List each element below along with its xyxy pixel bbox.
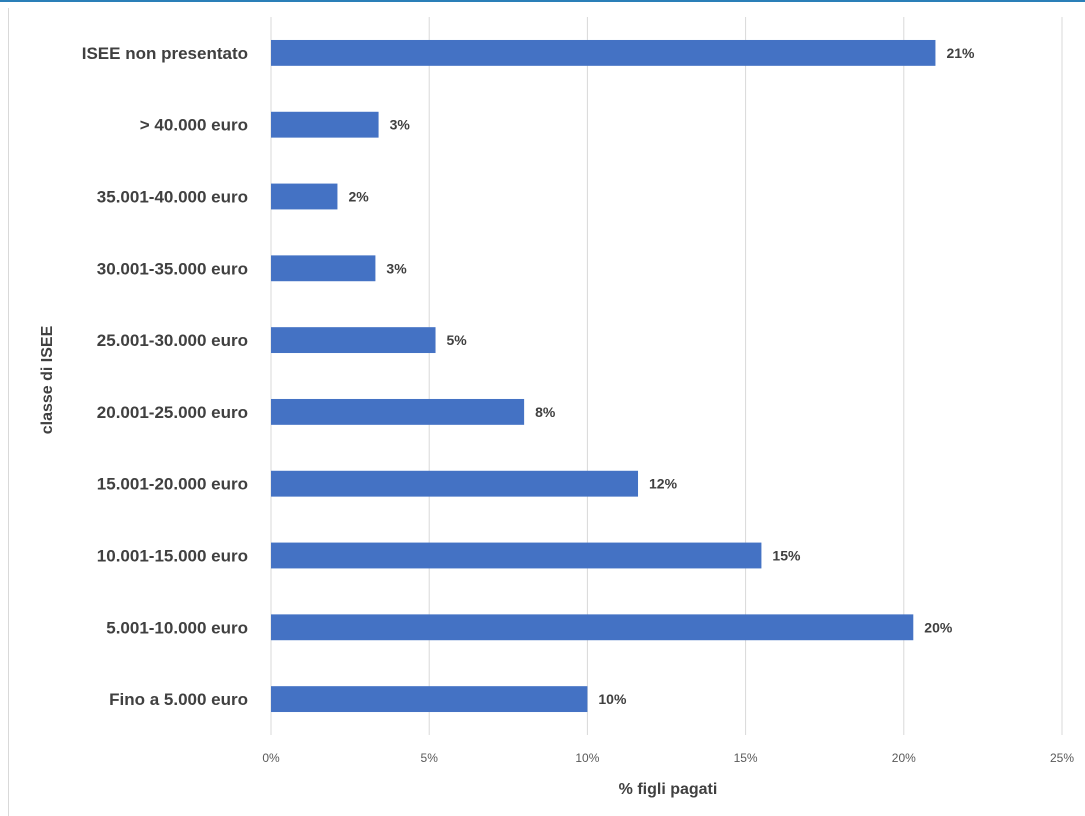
bar (271, 470, 639, 497)
bar (271, 327, 436, 354)
data-label: 10% (598, 691, 627, 707)
category-label: 15.001-20.000 euro (97, 475, 248, 494)
data-label: 12% (649, 476, 678, 492)
bar (271, 39, 936, 66)
bar (271, 614, 914, 641)
category-label: 5.001-10.000 euro (106, 618, 248, 637)
x-tick-label: 10% (575, 751, 599, 765)
bar (271, 542, 762, 569)
category-label: > 40.000 euro (140, 116, 248, 135)
x-axis-title: % figli pagati (619, 781, 718, 798)
category-label: 35.001-40.000 euro (97, 188, 248, 207)
category-label: ISEE non presentato (82, 44, 248, 63)
x-tick-label: 25% (1050, 751, 1074, 765)
bars (271, 39, 936, 713)
y-axis-title: classe di ISEE (39, 325, 56, 434)
data-label: 5% (447, 332, 468, 348)
x-tick-label: 20% (892, 751, 916, 765)
data-label: 20% (924, 619, 953, 635)
category-label: 25.001-30.000 euro (97, 331, 248, 350)
x-tick-label: 0% (262, 751, 280, 765)
bar (271, 183, 338, 210)
x-tick-label: 5% (421, 751, 439, 765)
x-tick-labels: 0% 5% 10% 15% 20% 25% (262, 751, 1074, 765)
data-label: 8% (535, 404, 556, 420)
category-label: Fino a 5.000 euro (109, 690, 248, 709)
bar (271, 398, 525, 425)
category-label: 10.001-15.000 euro (97, 547, 248, 566)
data-label: 3% (386, 260, 407, 276)
x-tick-label: 15% (734, 751, 758, 765)
data-label: 2% (348, 189, 369, 205)
data-label: 21% (946, 45, 975, 61)
data-label: 3% (390, 117, 411, 133)
category-label: 30.001-35.000 euro (97, 259, 248, 278)
data-labels: 21% 3% 2% 3% 5% 8% 12% 15% 20% 10% (348, 45, 975, 707)
category-labels: ISEE non presentato > 40.000 euro 35.001-4… (82, 44, 248, 709)
bar (271, 111, 379, 138)
category-label: 20.001-25.000 euro (97, 403, 248, 422)
bar (271, 686, 588, 713)
frame-left-border (8, 8, 9, 816)
data-label: 15% (772, 548, 801, 564)
bar (271, 255, 376, 282)
